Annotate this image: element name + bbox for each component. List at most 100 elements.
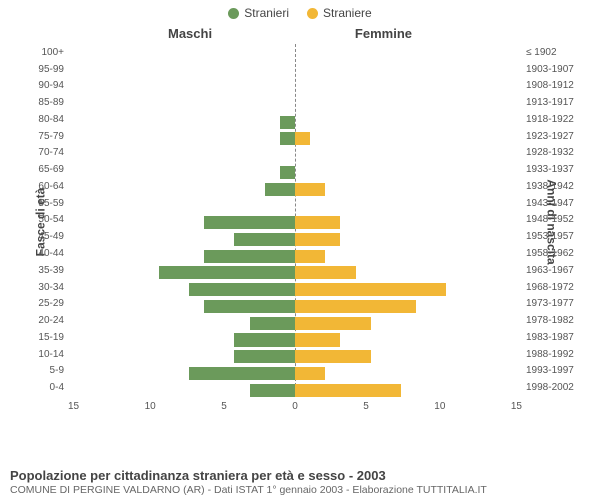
- plot: 100+≤ 190295-991903-190790-941908-191285…: [68, 44, 522, 396]
- birth-label: 1953-1957: [526, 231, 588, 242]
- birth-label: 1973-1977: [526, 298, 588, 309]
- age-label: 20-24: [20, 315, 64, 326]
- bar-male: [280, 132, 295, 145]
- chart-row: 35-391963-1967: [68, 262, 522, 279]
- birth-label: 1943-1947: [526, 198, 588, 209]
- birth-label: 1923-1927: [526, 131, 588, 142]
- bar-male: [204, 216, 295, 229]
- age-label: 65-69: [20, 164, 64, 175]
- bar-female: [295, 183, 325, 196]
- chart-row: 40-441958-1962: [68, 245, 522, 262]
- x-tick: 15: [511, 401, 522, 412]
- age-label: 0-4: [20, 382, 64, 393]
- bar-male: [280, 116, 295, 129]
- chart-row: 30-341968-1972: [68, 279, 522, 296]
- birth-label: 1983-1987: [526, 332, 588, 343]
- birth-label: 1918-1922: [526, 114, 588, 125]
- chart-row: 0-41998-2002: [68, 379, 522, 396]
- age-label: 90-94: [20, 80, 64, 91]
- legend-item-male: Stranieri: [228, 6, 289, 20]
- chart-row: 75-791923-1927: [68, 128, 522, 145]
- bar-male: [250, 384, 295, 397]
- age-label: 15-19: [20, 332, 64, 343]
- birth-label: 1928-1932: [526, 147, 588, 158]
- age-label: 30-34: [20, 282, 64, 293]
- x-tick: 15: [68, 401, 79, 412]
- bar-female: [295, 216, 340, 229]
- age-label: 10-14: [20, 349, 64, 360]
- bar-male: [265, 183, 295, 196]
- bar-male: [159, 266, 295, 279]
- chart-row: 50-541948-1952: [68, 212, 522, 229]
- footer: Popolazione per cittadinanza straniera p…: [10, 468, 590, 496]
- age-label: 75-79: [20, 131, 64, 142]
- birth-label: 1933-1937: [526, 164, 588, 175]
- age-label: 55-59: [20, 198, 64, 209]
- legend-swatch-male: [228, 8, 239, 19]
- chart-row: 45-491953-1957: [68, 228, 522, 245]
- bar-male: [234, 350, 295, 363]
- chart-row: 55-591943-1947: [68, 195, 522, 212]
- bar-female: [295, 283, 446, 296]
- side-title-female: Femmine: [355, 26, 412, 41]
- x-tick: 5: [363, 401, 369, 412]
- chart-row: 100+≤ 1902: [68, 44, 522, 61]
- birth-label: 1963-1967: [526, 265, 588, 276]
- age-label: 100+: [20, 47, 64, 58]
- bar-male: [189, 367, 295, 380]
- bar-female: [295, 250, 325, 263]
- footer-sub: COMUNE DI PERGINE VALDARNO (AR) - Dati I…: [10, 484, 590, 496]
- birth-label: 1938-1942: [526, 181, 588, 192]
- chart-row: 60-641938-1942: [68, 178, 522, 195]
- birth-label: 1988-1992: [526, 349, 588, 360]
- chart-row: 85-891913-1917: [68, 94, 522, 111]
- bar-male: [250, 317, 295, 330]
- chart-row: 25-291973-1977: [68, 295, 522, 312]
- chart-row: 15-191983-1987: [68, 329, 522, 346]
- bar-male: [204, 250, 295, 263]
- bar-male: [204, 300, 295, 313]
- bar-female: [295, 300, 416, 313]
- side-title-male: Maschi: [168, 26, 212, 41]
- birth-label: 1913-1917: [526, 97, 588, 108]
- bar-female: [295, 132, 310, 145]
- bar-male: [234, 333, 295, 346]
- age-label: 35-39: [20, 265, 64, 276]
- age-label: 85-89: [20, 97, 64, 108]
- chart-row: 70-741928-1932: [68, 145, 522, 162]
- bar-female: [295, 333, 340, 346]
- bar-female: [295, 367, 325, 380]
- bar-male: [234, 233, 295, 246]
- legend-item-female: Straniere: [307, 6, 372, 20]
- bar-female: [295, 233, 340, 246]
- chart-row: 5-91993-1997: [68, 362, 522, 379]
- legend-swatch-female: [307, 8, 318, 19]
- bar-male: [280, 166, 295, 179]
- age-label: 95-99: [20, 64, 64, 75]
- chart-row: 20-241978-1982: [68, 312, 522, 329]
- x-axis: 15 10 5 0 5 10 15: [68, 401, 522, 412]
- bar-female: [295, 350, 371, 363]
- birth-label: 1903-1907: [526, 64, 588, 75]
- x-tick: 5: [221, 401, 227, 412]
- x-tick: 10: [434, 401, 445, 412]
- x-tick: 10: [145, 401, 156, 412]
- birth-label: 1978-1982: [526, 315, 588, 326]
- bar-male: [189, 283, 295, 296]
- age-label: 60-64: [20, 181, 64, 192]
- x-tick: 0: [292, 401, 298, 412]
- legend-label-female: Straniere: [323, 6, 372, 20]
- legend: Stranieri Straniere: [0, 0, 600, 22]
- birth-label: 1968-1972: [526, 282, 588, 293]
- birth-label: ≤ 1902: [526, 47, 588, 58]
- age-label: 70-74: [20, 147, 64, 158]
- chart-area: Maschi Femmine Fasce di età Anni di nasc…: [8, 22, 592, 422]
- birth-label: 1958-1962: [526, 248, 588, 259]
- age-label: 40-44: [20, 248, 64, 259]
- age-label: 25-29: [20, 298, 64, 309]
- chart-row: 90-941908-1912: [68, 78, 522, 95]
- birth-label: 1948-1952: [526, 214, 588, 225]
- chart-row: 65-691933-1937: [68, 161, 522, 178]
- birth-label: 1908-1912: [526, 80, 588, 91]
- bar-female: [295, 266, 356, 279]
